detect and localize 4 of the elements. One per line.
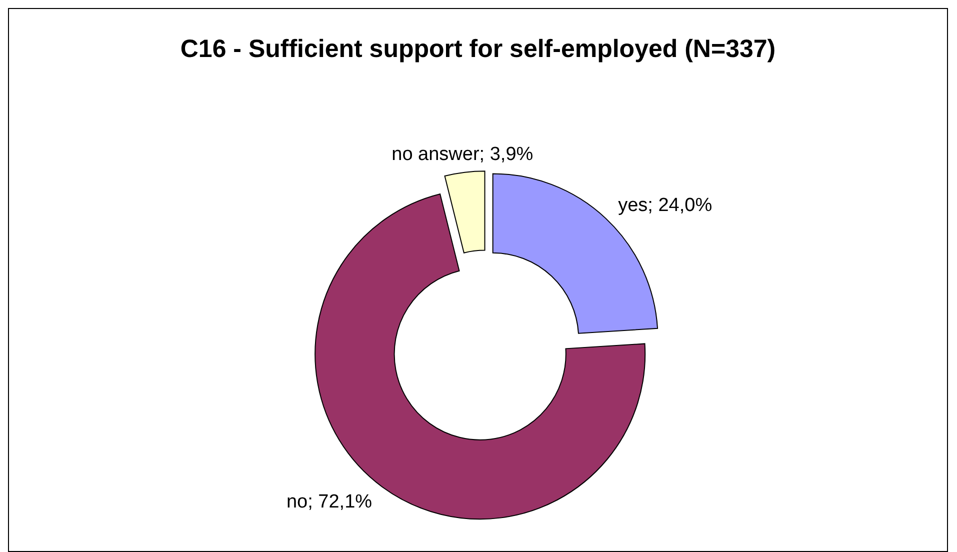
slice-label: no answer; 3,9% [392, 144, 534, 165]
slice-label: yes; 24,0% [618, 194, 712, 216]
slice-label: no; 72,1% [286, 491, 372, 512]
chart-title: C16 - Sufficient support for self-employed (N=337) [179, 35, 777, 64]
